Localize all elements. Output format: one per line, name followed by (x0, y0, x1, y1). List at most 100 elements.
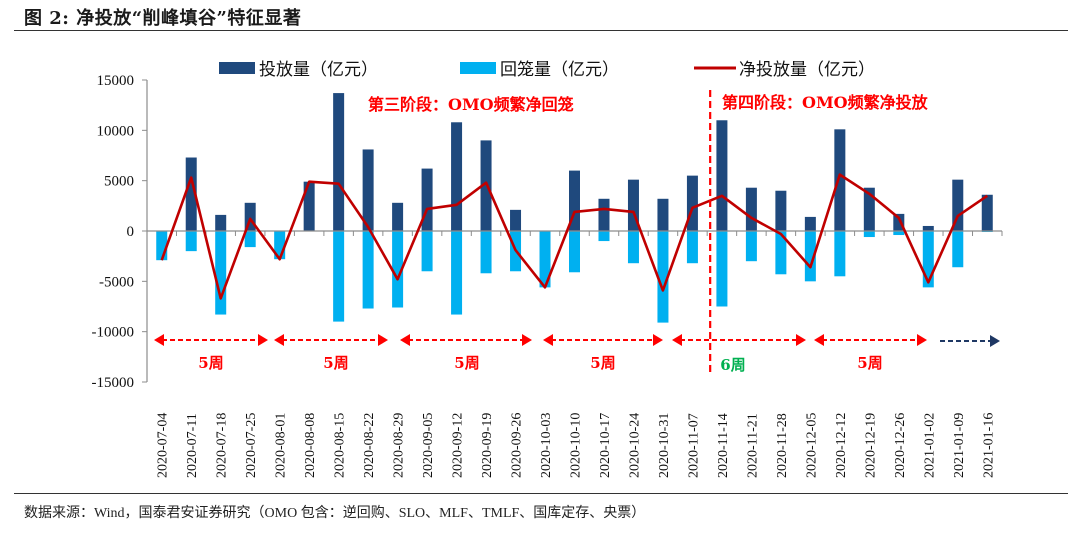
redeem-bar (451, 231, 463, 315)
x-tick-label: 2020-07-11 (185, 413, 200, 478)
x-tick-label: 2020-08-15 (333, 413, 348, 478)
redeem-bar (834, 231, 846, 277)
x-tick-label: 2020-09-26 (510, 413, 525, 478)
arrowhead-right (917, 334, 927, 346)
x-tick-label: 2020-11-28 (775, 413, 790, 478)
redeem-bar (775, 231, 787, 275)
arrowhead-left (274, 334, 284, 346)
issue-bar (716, 120, 728, 231)
issue-bar (598, 198, 610, 231)
arrowhead-left (814, 334, 824, 346)
x-tick-label: 2020-08-22 (362, 413, 377, 478)
x-tick-label: 2020-09-05 (421, 413, 436, 478)
x-tick-label: 2020-11-07 (686, 413, 701, 478)
week-span-label: 5周 (323, 354, 348, 372)
x-tick-label: 2020-08-29 (392, 413, 407, 478)
redeem-bar (539, 231, 551, 288)
x-tick-label: 2020-08-01 (274, 413, 289, 478)
week-span-label: 5周 (857, 354, 882, 372)
legend: 投放量（亿元） 回笼量（亿元） 净投放量（亿元） (219, 60, 875, 80)
issue-bar (451, 122, 463, 231)
arrowhead-right (522, 334, 532, 346)
y-tick-label: -5000 (99, 274, 134, 290)
x-tick-label: 2020-10-10 (569, 413, 584, 478)
redeem-bar (480, 231, 492, 274)
y-tick-label: 5000 (104, 174, 134, 190)
x-tick-label: 2020-09-19 (480, 413, 495, 478)
issue-bar (863, 187, 875, 231)
arrowhead-left (543, 334, 553, 346)
x-tick-label: 2020-08-08 (303, 413, 318, 478)
legend-label-issue: 投放量（亿元） (259, 60, 378, 80)
redeem-bar (215, 231, 227, 315)
redeem-bar (863, 231, 875, 238)
issue-bar (392, 202, 404, 231)
annotations: 第三阶段：OMO频繁净回笼 第四阶段：OMO频繁净投放 5周 5周 5周 5周 6周 5周 (154, 90, 1000, 376)
redeem-bar (569, 231, 580, 273)
issue-bar (981, 194, 993, 231)
issue-bar (185, 157, 197, 231)
issue-bar (804, 216, 816, 231)
x-tick-label: 2020-10-17 (598, 413, 613, 478)
top-rule (14, 30, 1068, 31)
x-tick-label: 2020-10-31 (657, 413, 672, 478)
issue-bar (569, 170, 580, 231)
x-tick-label: 2020-12-12 (834, 413, 849, 478)
issue-bars (185, 93, 993, 231)
legend-label-redeem: 回笼量（亿元） (500, 60, 619, 80)
y-tick-label: 15000 (97, 73, 135, 89)
arrowhead-left (400, 334, 410, 346)
x-tick-label: 2020-07-25 (244, 413, 259, 478)
issue-bar (215, 214, 227, 231)
issue-bar (244, 202, 256, 231)
issue-bar (333, 93, 345, 231)
x-tick-label: 2020-09-12 (451, 413, 466, 478)
x-tick-label: 2020-11-14 (716, 413, 731, 478)
redeem-bar (392, 231, 404, 308)
issue-bar (775, 190, 787, 231)
redeem-bars (156, 231, 993, 323)
redeem-bar (952, 231, 964, 268)
redeem-bar (657, 231, 669, 323)
redeem-bar (716, 231, 728, 307)
issue-bar (303, 181, 315, 231)
redeem-bar (156, 231, 168, 261)
redeem-bar (686, 231, 698, 264)
legend-swatch-issue (219, 62, 255, 74)
legend-label-net: 净投放量（亿元） (739, 60, 875, 80)
x-tick-label: 2020-07-04 (156, 413, 171, 478)
phase3-label: 第三阶段：OMO频繁净回笼 (368, 95, 574, 114)
x-tick-label: 2020-07-18 (215, 413, 230, 478)
redeem-bar (598, 231, 610, 242)
x-tick-label: 2020-12-19 (863, 413, 878, 478)
y-tick-label: 10000 (97, 123, 135, 139)
y-axis: 15000 10000 5000 0 -5000 -10000 -15000 (92, 73, 148, 391)
redeem-bar (421, 231, 433, 272)
chart: 投放量（亿元） 回笼量（亿元） 净投放量（亿元） 15000 10000 5000 0… (92, 60, 1003, 478)
source-note: 数据来源：Wind，国泰君安证券研究（OMO 包含：逆回购、SLO、MLF、TM… (24, 506, 646, 521)
issue-bar (421, 168, 433, 231)
issue-bar (893, 213, 905, 231)
x-tick-label: 2020-12-26 (893, 413, 908, 478)
issue-bar (686, 175, 698, 231)
redeem-bar (185, 231, 197, 252)
redeem-bar (804, 231, 816, 282)
week-span-label: 5周 (454, 354, 479, 372)
issue-bar (952, 179, 964, 231)
issue-bar (922, 225, 934, 231)
arrowhead-left (154, 334, 164, 346)
x-tick-label: 2020-12-05 (804, 413, 819, 478)
arrowhead-right (653, 334, 663, 346)
redeem-bar (362, 231, 374, 309)
redeem-bar (244, 231, 256, 248)
arrowhead-right (990, 335, 1000, 347)
y-tick-label: -15000 (92, 375, 135, 391)
redeem-bar (627, 231, 639, 264)
issue-bar (362, 149, 374, 231)
x-tick-label: 2021-01-09 (952, 413, 967, 478)
y-tick-label: -10000 (92, 325, 135, 341)
arrowhead-left (672, 334, 682, 346)
x-tick-label: 2021-01-16 (981, 413, 996, 478)
issue-bar (745, 187, 757, 231)
x-tick-label: 2020-10-24 (627, 413, 642, 478)
